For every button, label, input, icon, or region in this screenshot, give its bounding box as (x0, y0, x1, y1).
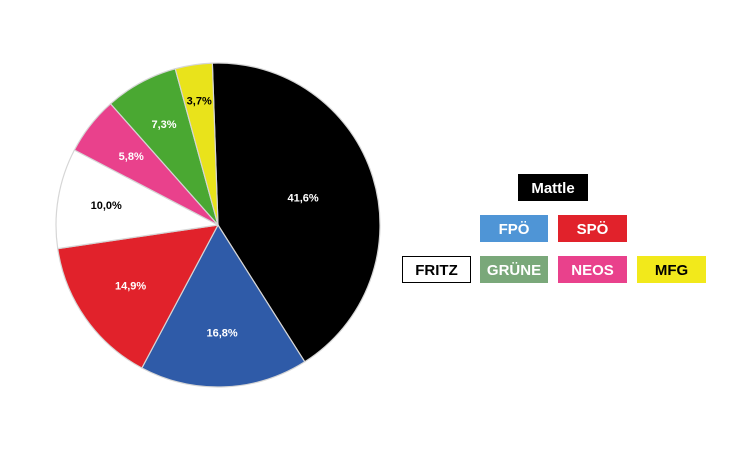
data-label-fritz: 10,0% (91, 200, 122, 212)
pie-slice-mfg (174, 62, 219, 226)
pie-slice-fritz (55, 149, 219, 250)
pie-slices (55, 62, 381, 388)
pie-slice-mattle (211, 62, 381, 363)
data-label-neos: 5,8% (119, 151, 144, 163)
data-label-mattle: 41,6% (287, 193, 318, 205)
data-label-sp: 14,9% (115, 281, 146, 293)
pie-slice-sp (57, 224, 219, 369)
pie-slice-fp (141, 224, 306, 388)
pie-data-labels: 41,6% 16,8% 14,9% 10,0% 5,8% 7,3% 3,7% (91, 96, 319, 340)
data-label-fp: 16,8% (206, 327, 237, 339)
data-label-mfg: 3,7% (187, 96, 212, 108)
data-label-grne: 7,3% (151, 119, 176, 131)
